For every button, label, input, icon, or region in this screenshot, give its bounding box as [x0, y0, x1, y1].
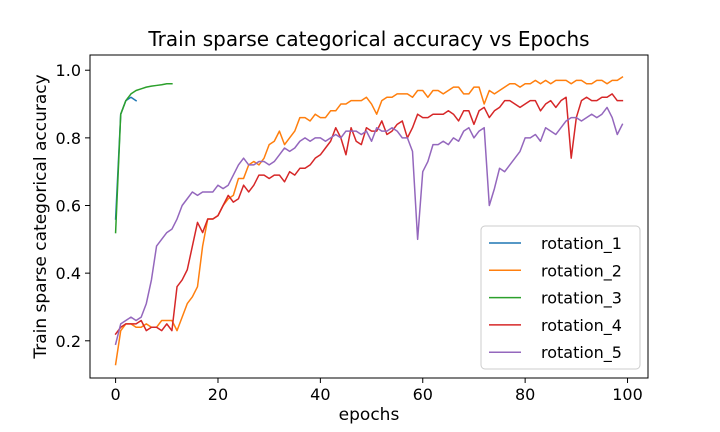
legend-label: rotation_5 — [541, 343, 622, 363]
series-line-rotation-4 — [114, 93, 624, 336]
series-layer — [114, 75, 624, 366]
plot-area — [89, 54, 649, 379]
chart-title: Train sparse categorical accuracy vs Epo… — [147, 27, 589, 51]
x-tick-label: 40 — [310, 385, 330, 404]
y-tick-label: 0.8 — [56, 129, 81, 148]
y-axis: 0.2 0.4 0.6 0.8 1.0 — [56, 61, 90, 351]
series-line-rotation-3 — [114, 83, 173, 234]
legend-box — [480, 225, 641, 370]
axes-frame — [89, 54, 649, 379]
x-tick-label: 20 — [208, 385, 228, 404]
x-tick-label: 80 — [515, 385, 535, 404]
x-tick-label: 100 — [612, 385, 643, 404]
y-tick-label: 0.2 — [56, 332, 81, 351]
legend-label: rotation_1 — [541, 234, 622, 254]
series-line-rotation-2 — [114, 75, 624, 366]
legend-label: rotation_4 — [541, 316, 622, 336]
series-line-rotation-5 — [114, 106, 624, 346]
x-tick-label: 0 — [111, 385, 121, 404]
y-tick-label: 0.4 — [56, 264, 81, 283]
x-tick-label: 60 — [413, 385, 433, 404]
legend-label: rotation_3 — [541, 289, 622, 309]
y-axis-label: Train sparse categorical accuracy — [31, 74, 51, 359]
y-tick-label: 0.6 — [56, 197, 81, 216]
x-axis: 0 20 40 60 80 100 — [111, 378, 643, 404]
y-tick-label: 1.0 — [56, 61, 81, 80]
legend-label: rotation_2 — [541, 261, 622, 281]
x-axis-label: epochs — [339, 405, 400, 425]
chart-legend: rotation_1 rotation_2 rotation_3 rotation_4… — [480, 225, 641, 370]
